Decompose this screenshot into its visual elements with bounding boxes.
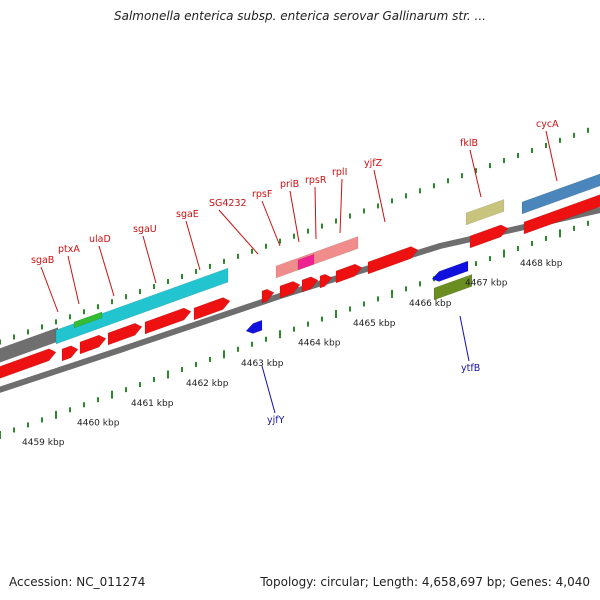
gene-label-priB[interactable]: priB (280, 179, 299, 190)
gene-label-ulaD[interactable]: ulaD (89, 234, 111, 245)
gene-label-yjfY[interactable]: yjfY (267, 415, 285, 426)
reverse-gene-arrow[interactable] (431, 260, 469, 282)
gene-label-sgaE[interactable]: sgaE (176, 209, 199, 220)
forward-gene-arrow[interactable] (469, 224, 509, 249)
forward-gene-arrow[interactable] (301, 276, 319, 293)
gene-leader-line (98, 245, 115, 297)
ptxA-green[interactable] (73, 311, 103, 329)
forward-gene-arrow[interactable] (79, 334, 107, 355)
fklB-olive[interactable] (465, 198, 505, 226)
gene-leader-line (314, 186, 317, 240)
tick-label: 4459 kbp (22, 438, 65, 448)
gene-leader-line (261, 200, 281, 247)
gene-label-fklB[interactable]: fklB (460, 138, 478, 149)
gene-leader-line (339, 178, 343, 234)
ytfB-olive[interactable] (433, 273, 473, 301)
gene-label-rplI[interactable]: rplI (332, 167, 347, 178)
gene-leader-line (218, 209, 259, 255)
forward-gene-arrow[interactable] (335, 263, 363, 284)
tick-label: 4467 kbp (465, 279, 508, 289)
gene-label-ptxA[interactable]: ptxA (58, 244, 80, 255)
gene-leader-line (67, 255, 80, 305)
forward-gene-arrow[interactable] (367, 246, 419, 275)
gene-label-sgaB[interactable]: sgaB (31, 255, 54, 266)
tick-label: 4460 kbp (77, 418, 120, 428)
tick-labels: 4459 kbp 4460 kbp 4461 kbp 4462 kbp 4463 kbp… (22, 259, 563, 448)
tick-label: 4466 kbp (409, 299, 452, 309)
accession-text: Accession: NC_011274 (9, 575, 146, 589)
tick-label: 4464 kbp (298, 339, 341, 349)
reverse-gene-arrow[interactable] (245, 319, 263, 334)
genome-summary-text: Topology: circular; Length: 4,658,697 bp… (260, 575, 590, 589)
feature-tracks (0, 171, 600, 382)
gene-leader-line (142, 235, 157, 284)
gene-label-sgaU[interactable]: sgaU (133, 224, 157, 235)
forward-gene-arrow[interactable] (193, 297, 231, 321)
gene-leader-line (40, 266, 59, 313)
gene-label-cycA[interactable]: cycA (536, 119, 559, 130)
forward-gene-arrow[interactable] (261, 288, 275, 304)
gene-leader-line (261, 365, 276, 414)
tick-label: 4463 kbp (241, 359, 284, 369)
tick-label: 4461 kbp (131, 399, 174, 409)
gene-label-yjfZ[interactable]: yjfZ (364, 158, 383, 169)
gene-leader-line (469, 149, 482, 198)
forward-gene-arrow[interactable] (279, 281, 301, 299)
tick-label: 4465 kbp (353, 319, 396, 329)
gene-leader-line (289, 190, 300, 243)
map-title: Salmonella enterica subsp. enterica sero… (114, 9, 486, 23)
priB-magenta[interactable] (297, 253, 315, 271)
gene-label-rpsF[interactable]: rpsF (252, 189, 272, 200)
forward-gene-arrow[interactable] (523, 194, 600, 235)
label-leader-lines (40, 130, 558, 414)
operon-cyan[interactable] (55, 267, 229, 345)
gene-leader-line (545, 130, 558, 182)
tick-label: 4462 kbp (186, 379, 229, 389)
gene-leader-line (459, 315, 470, 362)
forward-gene-arrow[interactable] (319, 273, 333, 289)
gene-label-ytfB[interactable]: ytfB (461, 363, 480, 374)
operon-pink[interactable] (275, 236, 359, 279)
forward-gene-arrow[interactable] (61, 345, 79, 362)
gene-leader-line (185, 220, 201, 271)
gene-label-rpsR[interactable]: rpsR (305, 175, 327, 186)
tick-lines (0, 127, 589, 439)
gene-leader-line (373, 169, 386, 223)
gene-label-SG4232[interactable]: SG4232 (209, 198, 247, 209)
forward-gene-arrow[interactable] (107, 323, 143, 346)
gene-labels: sgaB ptxA ulaD sgaU sgaE SG4232 rpsF priB rpsR rp… (31, 119, 559, 426)
forward-gene-arrow[interactable] (0, 348, 57, 382)
forward-gene-arrow[interactable] (144, 307, 192, 335)
cycA-blue[interactable] (521, 171, 600, 215)
tick-label: 4468 kbp (520, 259, 563, 269)
